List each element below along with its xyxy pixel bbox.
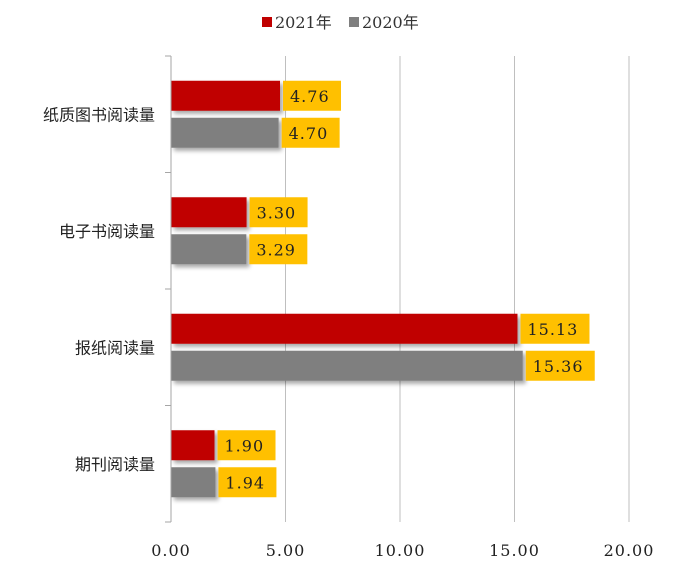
bar-2020 — [171, 350, 523, 381]
data-label: 3.29 — [256, 240, 296, 259]
bar-2021 — [171, 80, 281, 111]
category-label: 期刊阅读量 — [75, 455, 155, 474]
bar-2020 — [171, 234, 247, 265]
data-label-box — [520, 313, 590, 344]
data-label-box — [283, 80, 342, 111]
data-label-box — [217, 430, 276, 461]
data-label: 1.90 — [225, 436, 265, 455]
category-label: 纸质图书阅读量 — [43, 105, 155, 124]
x-tick-label: 10.00 — [375, 541, 426, 560]
bar-2020 — [171, 467, 216, 498]
axes: 0.00 5.00 10.00 15.00 20.00 纸质图书阅读量电子书阅读量报纸阅读… — [43, 55, 655, 560]
data-label-box — [525, 350, 595, 381]
bar-2021 — [171, 197, 247, 228]
legend: 2021年 2020年 — [262, 13, 419, 32]
category-label: 电子书阅读量 — [59, 222, 155, 241]
data-label: 1.94 — [225, 473, 265, 492]
data-label: 4.76 — [290, 87, 330, 106]
legend-swatch — [349, 17, 359, 27]
data-label-box — [281, 117, 340, 148]
category-label: 报纸阅读量 — [75, 338, 155, 357]
data-label-box — [218, 467, 277, 498]
bars — [171, 80, 523, 498]
x-tick-label: 5.00 — [266, 541, 306, 560]
data-label: 15.36 — [533, 357, 584, 376]
data-label-box — [249, 234, 308, 265]
data-label: 4.70 — [289, 124, 329, 143]
gridlines — [285, 56, 630, 522]
x-tick-label: 15.00 — [489, 541, 540, 560]
data-label-box — [249, 197, 308, 228]
legend-label: 2021年 — [275, 13, 332, 32]
bar-2020 — [171, 117, 279, 148]
data-label: 15.13 — [527, 320, 578, 339]
data-label: 3.30 — [257, 203, 297, 222]
legend-label: 2020年 — [362, 13, 419, 32]
legend-swatch — [262, 17, 272, 27]
bar-2021 — [171, 430, 215, 461]
bar-2021 — [171, 313, 518, 344]
data-labels: 4.76 4.70 3.30 3.29 15.13 15.36 1.90 1.94 — [217, 80, 595, 498]
x-tick-label: 20.00 — [604, 541, 655, 560]
x-tick-label: 0.00 — [151, 541, 191, 560]
